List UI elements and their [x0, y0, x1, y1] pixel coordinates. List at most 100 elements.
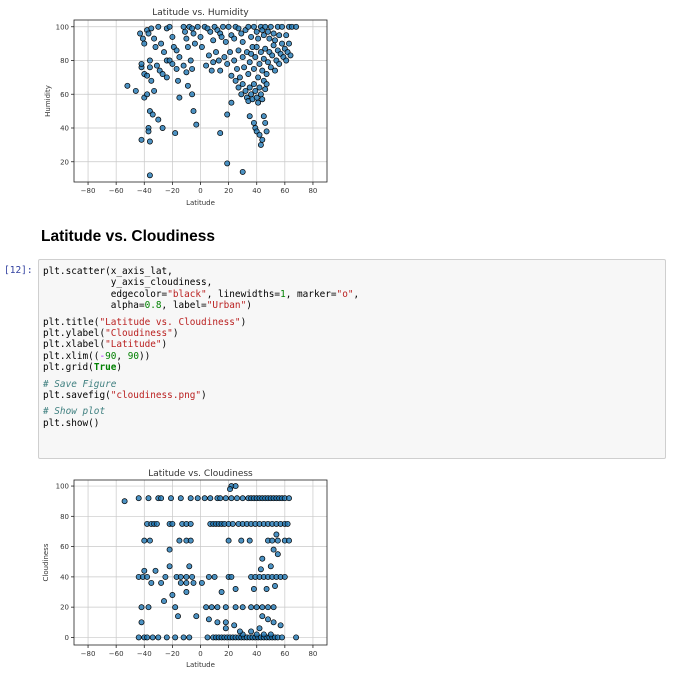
data-point [259, 555, 266, 562]
data-point [245, 71, 252, 77]
data-point [274, 537, 281, 544]
data-point [270, 604, 277, 611]
data-point [248, 628, 255, 635]
data-point [263, 128, 270, 135]
x-tick-label: −20 [165, 187, 180, 195]
data-point [180, 23, 187, 30]
data-point [228, 495, 235, 502]
data-point [256, 625, 263, 632]
data-point [248, 50, 255, 57]
data-point [183, 589, 190, 595]
scatter-points [121, 483, 300, 641]
data-point [232, 604, 239, 611]
data-point [231, 57, 238, 64]
humidity-plot: −80 −60 −40 −20 0 20 40 60 80 20 40 60 80 100 Latitude… [0, 0, 340, 210]
data-point [263, 586, 270, 592]
y-tick-label: 0 [65, 634, 69, 642]
data-point [214, 604, 221, 611]
y-tick-label: 80 [60, 513, 69, 521]
data-point [225, 23, 232, 30]
data-point [141, 537, 148, 544]
data-point [283, 57, 290, 64]
x-tick-label: −20 [165, 650, 180, 658]
data-point [224, 111, 231, 118]
data-point [145, 128, 152, 135]
code-token: ) [161, 339, 168, 351]
data-point [163, 74, 170, 81]
y-tick-label: 60 [60, 543, 69, 551]
data-point [246, 84, 253, 91]
data-point [207, 495, 214, 502]
code-cell[interactable]: plt.scatter(x_axis_lat, y_axis_cloudines… [38, 259, 666, 459]
data-point [220, 23, 226, 30]
data-point [257, 141, 264, 148]
code-token: 1 [280, 288, 286, 300]
data-point [169, 33, 176, 40]
code-token: ) [246, 300, 252, 312]
data-point [190, 30, 197, 37]
data-point [279, 23, 285, 30]
data-point [221, 54, 228, 61]
data-point [158, 40, 165, 47]
data-point [149, 111, 156, 118]
data-point [186, 563, 193, 570]
data-point [135, 634, 142, 641]
x-tick-label: 60 [280, 650, 289, 658]
data-point [159, 71, 166, 77]
x-axis-label: Latitude [186, 661, 215, 669]
x-tick-label: 0 [198, 650, 202, 658]
data-point [177, 495, 184, 502]
code-token: , label= [161, 300, 207, 312]
data-point [218, 33, 225, 40]
data-point [210, 37, 217, 44]
data-point [227, 486, 233, 493]
x-tick-label: 80 [308, 187, 317, 195]
data-point [151, 87, 158, 94]
code-token: y_axis_cloudiness, [43, 277, 213, 289]
data-point [256, 84, 263, 91]
code-token: plt.xlabel( [43, 339, 106, 351]
x-axis-label: Latitude [186, 199, 215, 207]
code-token: plt.show() [43, 417, 100, 429]
y-tick-label: 100 [56, 483, 69, 491]
data-point [137, 30, 144, 37]
data-point [173, 47, 180, 54]
data-point [145, 495, 152, 502]
data-point [239, 168, 246, 175]
data-point [194, 495, 201, 502]
data-point [183, 69, 190, 76]
data-point [158, 495, 165, 502]
data-point [228, 99, 235, 106]
data-point [252, 87, 259, 94]
data-point [207, 28, 214, 35]
data-point [293, 23, 300, 30]
data-point [172, 634, 179, 641]
data-point [173, 65, 180, 72]
x-tick-label: 0 [198, 187, 202, 195]
data-point [239, 604, 246, 611]
data-point [246, 113, 253, 120]
data-point [279, 634, 285, 641]
data-point [190, 108, 197, 115]
data-point [259, 604, 266, 611]
data-point [260, 631, 267, 638]
data-point [172, 130, 179, 137]
data-point [257, 49, 264, 56]
data-point [250, 586, 257, 592]
data-point [208, 67, 215, 74]
data-point [238, 91, 245, 98]
code-token: 0.8 [144, 300, 162, 312]
x-tick-label: −40 [137, 650, 152, 658]
data-point [250, 23, 257, 30]
data-point [253, 28, 260, 35]
data-point [187, 57, 194, 64]
data-point [144, 91, 151, 98]
data-point [276, 32, 283, 39]
data-point [256, 131, 263, 138]
plot-title: Latitude vs. Humidity [152, 8, 249, 18]
data-point [187, 520, 194, 527]
data-point [158, 579, 165, 586]
data-point [279, 40, 285, 47]
data-point [272, 67, 278, 74]
data-point [183, 35, 190, 42]
